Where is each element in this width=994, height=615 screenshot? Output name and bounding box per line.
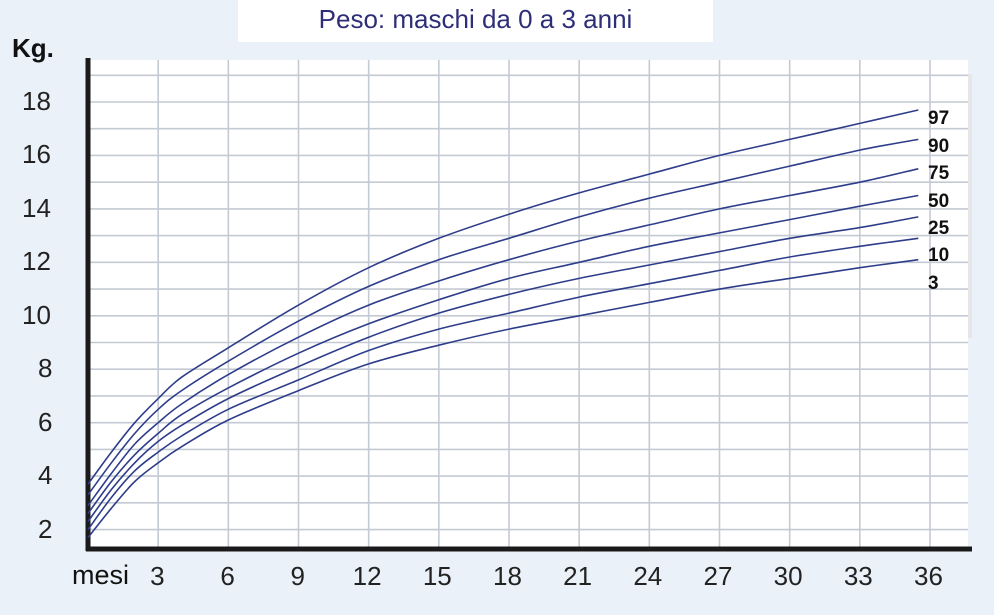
y-tick-label: 14: [22, 193, 51, 224]
x-tick-label: 12: [353, 561, 382, 592]
percentile-label-97: 97: [928, 108, 949, 130]
x-tick-label: 27: [704, 561, 733, 592]
y-tick-label: 16: [22, 139, 51, 170]
x-tick-label: 18: [493, 561, 522, 592]
x-tick-label: 3: [150, 561, 164, 592]
x-tick-label: 24: [633, 561, 662, 592]
percentile-label-90: 90: [928, 136, 949, 158]
y-tick-label: 4: [38, 460, 52, 491]
y-tick-label: 12: [22, 246, 51, 277]
percentile-label-10: 10: [928, 245, 949, 267]
x-tick-label: 36: [914, 561, 943, 592]
y-tick-label: 8: [38, 353, 52, 384]
x-tick-label: 9: [291, 561, 305, 592]
percentile-label-50: 50: [928, 191, 949, 213]
percentile-label-75: 75: [928, 163, 949, 185]
percentile-label-25: 25: [928, 218, 949, 240]
percentile-label-3: 3: [928, 273, 939, 295]
x-tick-label: 6: [220, 561, 234, 592]
y-tick-label: 6: [38, 407, 52, 438]
x-tick-label: 30: [774, 561, 803, 592]
y-tick-label: 10: [22, 300, 51, 331]
y-tick-label: 2: [38, 514, 52, 545]
x-tick-label: 33: [844, 561, 873, 592]
plot-background: [88, 60, 968, 548]
x-tick-label: 15: [423, 561, 452, 592]
y-tick-label: 18: [22, 86, 51, 117]
x-tick-label: 21: [563, 561, 592, 592]
